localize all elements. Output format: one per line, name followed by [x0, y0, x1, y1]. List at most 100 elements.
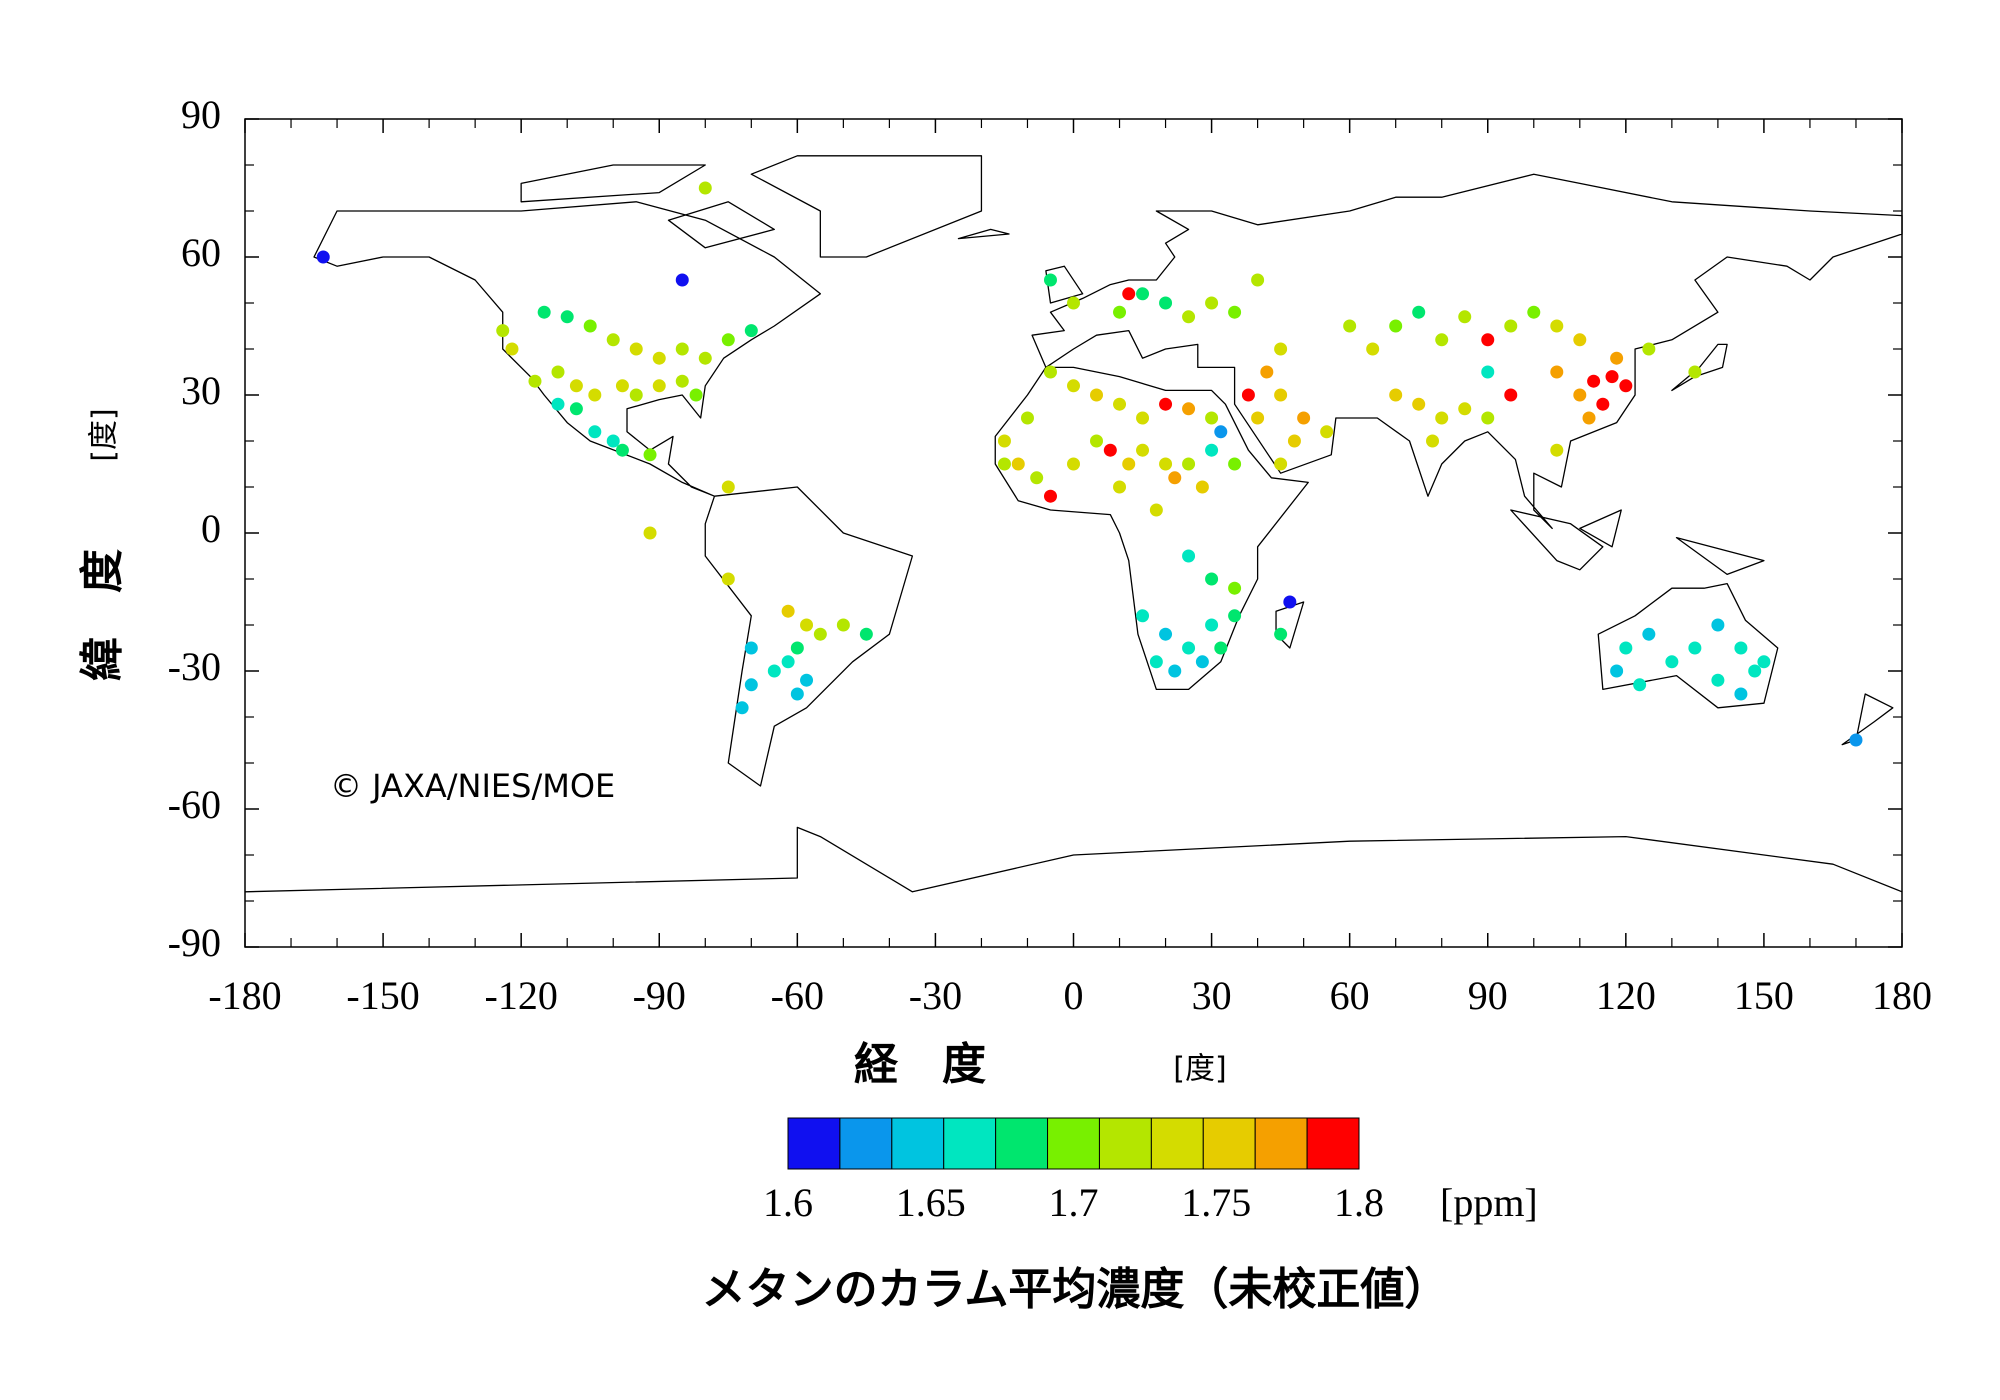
- data-point: [643, 448, 657, 462]
- data-point: [1665, 655, 1679, 669]
- data-point: [1642, 627, 1656, 641]
- data-point: [1182, 310, 1196, 324]
- data-point: [1122, 457, 1136, 471]
- data-point: [675, 342, 689, 356]
- data-point: [629, 342, 643, 356]
- data-point: [767, 664, 781, 678]
- axes: -180 -150 -120 -90 -60 -30 0 30 60 90 120 150 180 -90…: [168, 92, 1932, 1018]
- data-point: [1274, 627, 1288, 641]
- data-point: [721, 572, 735, 586]
- y-axis-label: 緯 度: [77, 549, 128, 681]
- data-point: [1435, 333, 1449, 347]
- data-point: [1587, 374, 1601, 388]
- data-point: [569, 379, 583, 393]
- x-axis-unit: [度]: [1173, 1052, 1226, 1087]
- data-point: [836, 618, 850, 632]
- x-tick-label: 120: [1596, 973, 1656, 1018]
- data-point: [1182, 549, 1196, 563]
- data-point: [643, 526, 657, 540]
- data-point: [1748, 664, 1762, 678]
- data-point: [583, 319, 597, 333]
- data-point: [1389, 388, 1403, 402]
- coast-islands: [958, 229, 1892, 744]
- x-tick-label: -60: [771, 973, 824, 1018]
- data-point: [1688, 641, 1702, 655]
- data-point: [615, 379, 629, 393]
- colorbar-swatch: [1202, 1117, 1256, 1170]
- data-point: [1195, 655, 1209, 669]
- data-point: [1260, 365, 1274, 379]
- x-tick-label: -150: [346, 973, 419, 1018]
- data-point: [1573, 388, 1587, 402]
- data-point: [1113, 397, 1127, 411]
- data-point: [1195, 480, 1209, 494]
- data-point: [537, 305, 551, 319]
- data-point: [781, 604, 795, 618]
- data-point: [1182, 641, 1196, 655]
- data-point: [1159, 296, 1173, 310]
- data-point: [1205, 618, 1219, 632]
- data-point: [698, 351, 712, 365]
- data-point: [1228, 457, 1242, 471]
- y-tick-label: -30: [168, 644, 221, 689]
- data-point: [1113, 305, 1127, 319]
- colorbar-tick-label: 1.65: [896, 1180, 966, 1225]
- data-point: [1734, 687, 1748, 701]
- data-point: [551, 365, 565, 379]
- data-point: [1090, 388, 1104, 402]
- data-point: [1274, 457, 1288, 471]
- data-point: [1297, 411, 1311, 425]
- data-point: [744, 678, 758, 692]
- data-point: [1458, 402, 1472, 416]
- data-point: [675, 273, 689, 287]
- x-tick-label: 90: [1468, 973, 1508, 1018]
- y-tick-label: -90: [168, 920, 221, 965]
- data-point: [652, 379, 666, 393]
- data-point: [790, 687, 804, 701]
- x-tick-label: -90: [633, 973, 686, 1018]
- data-point: [1642, 342, 1656, 356]
- colorbar-swatch: [1047, 1117, 1100, 1170]
- data-point: [588, 425, 602, 439]
- data-point: [1228, 305, 1242, 319]
- data-point: [1228, 581, 1242, 595]
- data-point: [1633, 678, 1647, 692]
- coast-greenland: [751, 156, 981, 257]
- data-point: [1159, 457, 1173, 471]
- x-axis-label: 経 度: [854, 1039, 986, 1090]
- data-point: [1136, 287, 1150, 301]
- data-point: [1205, 296, 1219, 310]
- data-point: [505, 342, 519, 356]
- data-point: [813, 627, 827, 641]
- data-point: [1067, 379, 1080, 393]
- data-point: [1228, 609, 1242, 623]
- data-point: [606, 333, 620, 347]
- data-point: [1067, 296, 1080, 310]
- colorbar-unit: [ppm]: [1440, 1180, 1538, 1225]
- data-point: [1251, 273, 1265, 287]
- data-point: [1182, 402, 1196, 416]
- data-point: [1481, 365, 1495, 379]
- data-point: [1168, 471, 1182, 485]
- data-point: [1149, 503, 1163, 517]
- data-point: [800, 618, 814, 632]
- data-point: [1849, 733, 1863, 747]
- x-tick-label: -120: [485, 973, 558, 1018]
- data-point: [1043, 365, 1057, 379]
- data-point: [652, 351, 666, 365]
- data-point: [1283, 595, 1297, 609]
- coastlines: [245, 156, 1902, 892]
- data-point: [1610, 664, 1624, 678]
- data-point: [997, 457, 1011, 471]
- data-point: [1610, 351, 1624, 365]
- x-tick-label: 150: [1734, 973, 1794, 1018]
- x-tick-label: -180: [208, 973, 281, 1018]
- data-point: [997, 434, 1011, 448]
- data-point: [1241, 388, 1255, 402]
- data-point: [1011, 457, 1025, 471]
- data-point: [629, 388, 643, 402]
- x-tick-label: 0: [1064, 973, 1084, 1018]
- data-point: [560, 310, 574, 324]
- coast-south-america: [705, 487, 912, 786]
